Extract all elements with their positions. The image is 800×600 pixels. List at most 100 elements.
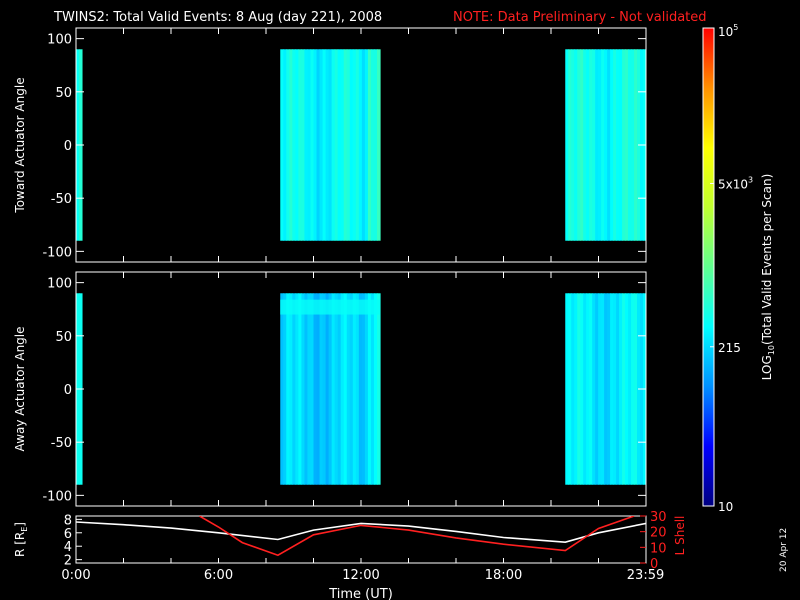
chart-title: TWINS2: Total Valid Events: 8 Aug (day 2… bbox=[53, 10, 382, 25]
heatmap-column bbox=[307, 49, 312, 241]
toward-angle-panel: 100 50 0 -50 -100 Toward Actuator Angle bbox=[13, 27, 647, 263]
heatmap-column bbox=[607, 49, 611, 241]
y-axis-label: Toward Actuator Angle bbox=[13, 77, 27, 213]
heatmap-column bbox=[337, 293, 342, 485]
heatmap-column bbox=[343, 49, 348, 241]
heatmap-column bbox=[319, 49, 324, 241]
heatmap-column bbox=[289, 49, 293, 241]
heatmap-column bbox=[595, 49, 599, 241]
orbit-lines bbox=[76, 516, 646, 557]
heatmap-column bbox=[331, 293, 336, 485]
heatmap-column bbox=[280, 49, 284, 241]
radial-distance-line bbox=[76, 521, 646, 544]
colorbar-tick-label: 10 bbox=[718, 500, 733, 514]
heatmap-column bbox=[316, 293, 321, 485]
heatmap-column bbox=[604, 293, 608, 485]
heatmap-column bbox=[301, 49, 306, 241]
left-tick-label: 2 bbox=[64, 554, 72, 569]
right-tick-label: 30 bbox=[650, 510, 667, 525]
y-tick-label: 100 bbox=[47, 277, 72, 292]
heatmap-column bbox=[595, 293, 599, 485]
heatmap-column bbox=[367, 293, 372, 485]
heatmap-column bbox=[307, 293, 312, 485]
heatmap-column bbox=[613, 49, 617, 241]
right-tick-label: 10 bbox=[650, 541, 667, 556]
right-tick-label: 20 bbox=[650, 526, 667, 541]
heatmap-column bbox=[592, 49, 596, 241]
heatmap-column bbox=[616, 293, 620, 485]
y-tick-label: 100 bbox=[47, 33, 72, 48]
y-tick-label: -100 bbox=[42, 245, 72, 260]
heatmap-column bbox=[574, 293, 578, 485]
heatmap-column bbox=[346, 293, 351, 485]
heatmap-band bbox=[280, 299, 380, 315]
left-tick-label: 4 bbox=[64, 540, 72, 555]
heatmap-column bbox=[367, 49, 372, 241]
heatmap-column bbox=[628, 293, 632, 485]
heatmap-column bbox=[292, 49, 296, 241]
heatmap-column bbox=[358, 293, 363, 485]
heatmap-column bbox=[574, 49, 578, 241]
y-tick-label: 50 bbox=[55, 330, 72, 345]
heatmap-cells bbox=[76, 49, 646, 241]
heatmap-column bbox=[322, 49, 327, 241]
colorbar-label: LOG10(Total Valid Events per Scan) bbox=[760, 174, 776, 381]
heatmap-column bbox=[616, 49, 620, 241]
heatmap-column bbox=[601, 49, 605, 241]
heatmap-column bbox=[568, 293, 572, 485]
heatmap-column bbox=[568, 49, 572, 241]
heatmap-column bbox=[565, 293, 569, 485]
heatmap-column bbox=[610, 293, 614, 485]
heatmap-column bbox=[343, 293, 348, 485]
y-tick-label: 0 bbox=[64, 383, 72, 398]
heatmap-column bbox=[580, 49, 584, 241]
heatmap-column bbox=[613, 293, 617, 485]
heatmap-column bbox=[610, 49, 614, 241]
heatmap-column bbox=[376, 293, 381, 485]
heatmap-column bbox=[622, 49, 626, 241]
heatmap-column bbox=[349, 293, 354, 485]
right-tick-label: 0 bbox=[650, 557, 658, 572]
y-tick-label: -100 bbox=[42, 489, 72, 504]
left-axis-label: R [RE] bbox=[13, 522, 29, 557]
y-tick-label: 50 bbox=[55, 86, 72, 101]
heatmap-column bbox=[376, 49, 381, 241]
heatmap-column bbox=[310, 49, 315, 241]
y-axis-label: Away Actuator Angle bbox=[13, 326, 27, 451]
heatmap-column bbox=[373, 293, 378, 485]
colorbar: 105 5x103 215 10 LOG10(Total Valid Events pe… bbox=[702, 23, 776, 514]
heatmap-column bbox=[571, 293, 575, 485]
heatmap-column bbox=[631, 293, 635, 485]
x-tick-label: 23:59 bbox=[627, 568, 664, 583]
heatmap-column bbox=[286, 293, 290, 485]
heatmap-column bbox=[634, 293, 638, 485]
heatmap-column bbox=[334, 49, 339, 241]
heatmap-column bbox=[592, 293, 596, 485]
x-tick-label: 0:00 bbox=[61, 568, 90, 583]
heatmap-column bbox=[325, 293, 330, 485]
x-tick-label: 6:00 bbox=[204, 568, 233, 583]
heatmap-column bbox=[631, 49, 635, 241]
colorbar-tick-label: 5x103 bbox=[718, 175, 753, 191]
preliminary-note: NOTE: Data Preliminary - Not validated bbox=[453, 10, 707, 25]
heatmap-column bbox=[340, 49, 345, 241]
heatmap-column bbox=[370, 49, 375, 241]
heatmap-column bbox=[298, 49, 303, 241]
heatmap-column bbox=[310, 293, 315, 485]
heatmap-column bbox=[346, 49, 351, 241]
heatmap-column bbox=[364, 49, 369, 241]
heatmap-column bbox=[313, 293, 318, 485]
heatmap-column bbox=[601, 293, 605, 485]
heatmap-column bbox=[331, 49, 336, 241]
right-axis-label: L Shell bbox=[673, 516, 687, 556]
heatmap-column bbox=[625, 293, 629, 485]
heatmap-column bbox=[319, 293, 324, 485]
heatmap-column bbox=[619, 293, 623, 485]
heatmap-column bbox=[286, 49, 290, 241]
heatmap-column bbox=[583, 293, 587, 485]
heatmap-column bbox=[625, 49, 629, 241]
heatmap-column bbox=[349, 49, 354, 241]
heatmap-column bbox=[325, 49, 330, 241]
